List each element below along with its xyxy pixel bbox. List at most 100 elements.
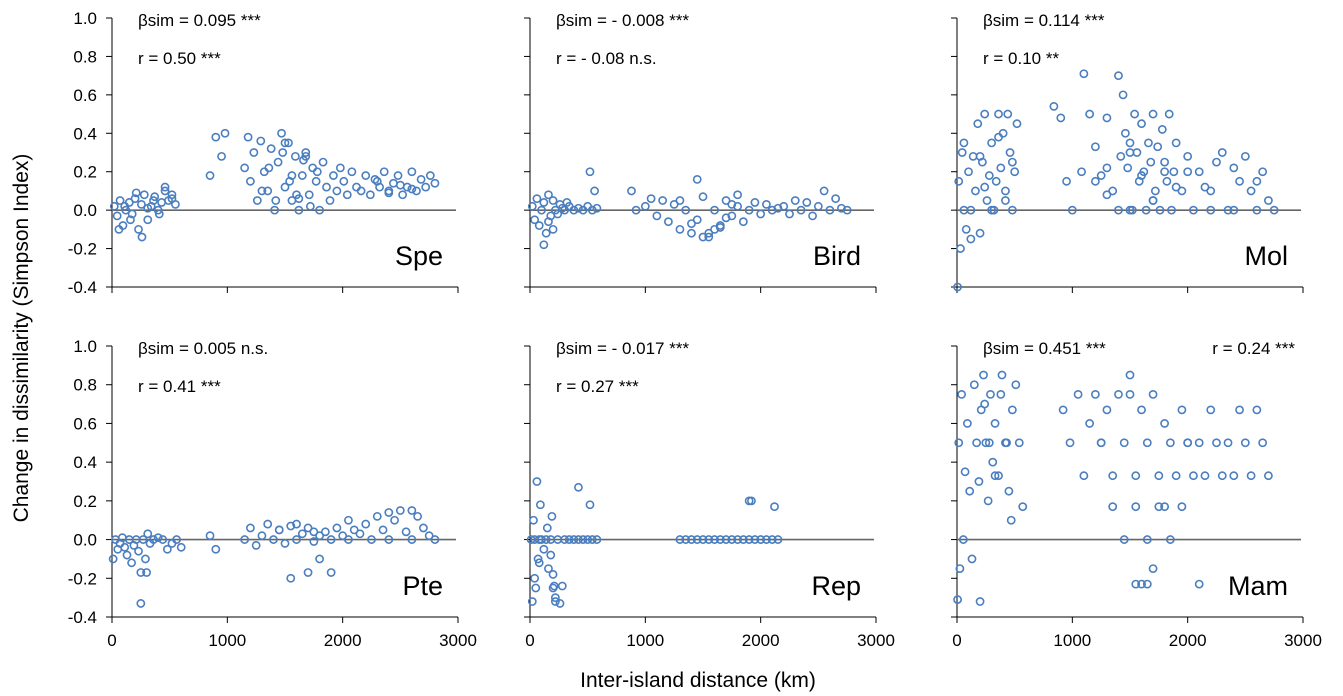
data-point [418,523,428,533]
data-point [531,583,541,593]
x-tick-label: 3000 [1284,631,1322,650]
data-point [1119,438,1129,448]
x-tick-label: 3000 [439,631,477,650]
data-point [315,205,324,215]
data-point [280,539,290,548]
data-point [984,438,994,448]
data-point [1002,438,1011,448]
data-point [560,535,569,544]
data-point [533,554,543,564]
data-point [1258,438,1268,448]
data-point [245,523,255,533]
panel-spe: -0.4 -0.2 0.0 0.2 0.4 0.6 0.8 1.0 βsim = 0.095 *… [68,9,459,297]
y-tick-label: 0.0 [73,201,97,220]
data-point [658,196,668,205]
data-point [681,205,691,215]
data-point [347,167,357,177]
data-point [1206,186,1216,196]
data-point [205,531,215,541]
y-tick-label: -0.2 [68,569,97,588]
data-point [973,119,983,129]
data-point [1137,405,1146,415]
data-point [136,599,146,608]
data-point [767,205,777,215]
data-point [1096,171,1106,180]
data-point [583,535,593,544]
data-point [808,211,817,221]
y-tick-label: -0.4 [68,608,97,627]
data-point [112,211,122,221]
data-point [134,224,143,234]
data-point [1160,419,1169,428]
data-point [979,370,988,380]
data-point [269,535,278,544]
data-point [710,205,719,215]
data-point [1018,502,1028,512]
data-point [344,535,353,544]
data-point [631,205,641,215]
data-point [997,370,1007,380]
data-point [126,215,135,225]
data-point [796,205,806,215]
y-tick-label: 0.2 [73,163,97,182]
data-point [167,194,177,204]
data-point [1264,196,1273,205]
data-point [544,190,553,200]
data-point [294,205,304,215]
data-point [1183,151,1193,161]
data-point [384,508,394,517]
data-point [318,157,328,167]
data-point [1012,119,1022,129]
data-point [1102,405,1112,415]
panel-label: Spe [395,241,443,271]
data-point [681,535,691,544]
data-point [1217,148,1227,157]
data-point [962,419,972,428]
y-tick-label: 0.8 [73,376,97,395]
data-point [136,568,146,577]
data-point [122,550,132,560]
data-point [137,232,147,242]
data-point [1119,535,1129,544]
data-point [338,531,348,541]
stat-beta-sim: βsim = - 0.008 *** [556,11,689,30]
panel-rep: 0 1000 2000 3000 βsim = - 0.017 *** r = 0.27 … [524,339,895,650]
data-point [1258,167,1268,177]
data-point [1108,471,1118,481]
data-point [1085,419,1095,428]
data-point [1183,438,1193,448]
data-point [553,209,563,219]
data-point [991,176,1001,186]
data-point [546,550,556,560]
data-point [303,568,313,577]
data-point [1114,205,1123,215]
data-point [1252,405,1262,415]
data-point [548,224,558,234]
data-point [1125,205,1135,215]
data-point [687,535,696,544]
data-point [1148,389,1158,399]
data-point [421,182,431,192]
data-point [326,568,336,577]
data-point [115,196,125,205]
data-point [240,163,250,173]
data-point [252,196,262,205]
data-point [1148,196,1158,205]
data-point [157,198,166,207]
data-point [154,209,164,219]
data-point [956,244,965,253]
data-point [550,593,560,603]
y-tick-label: 0.4 [73,453,97,472]
data-point [1194,579,1204,589]
data-point [390,515,399,525]
data-point [278,148,288,157]
data-point [240,535,250,544]
data-point [627,186,636,196]
data-point [750,198,760,207]
data-point [315,554,324,564]
data-point [407,506,417,515]
data-point [430,178,440,188]
data-point [322,182,331,192]
data-point [555,599,565,608]
panel-label: Rep [811,571,861,601]
